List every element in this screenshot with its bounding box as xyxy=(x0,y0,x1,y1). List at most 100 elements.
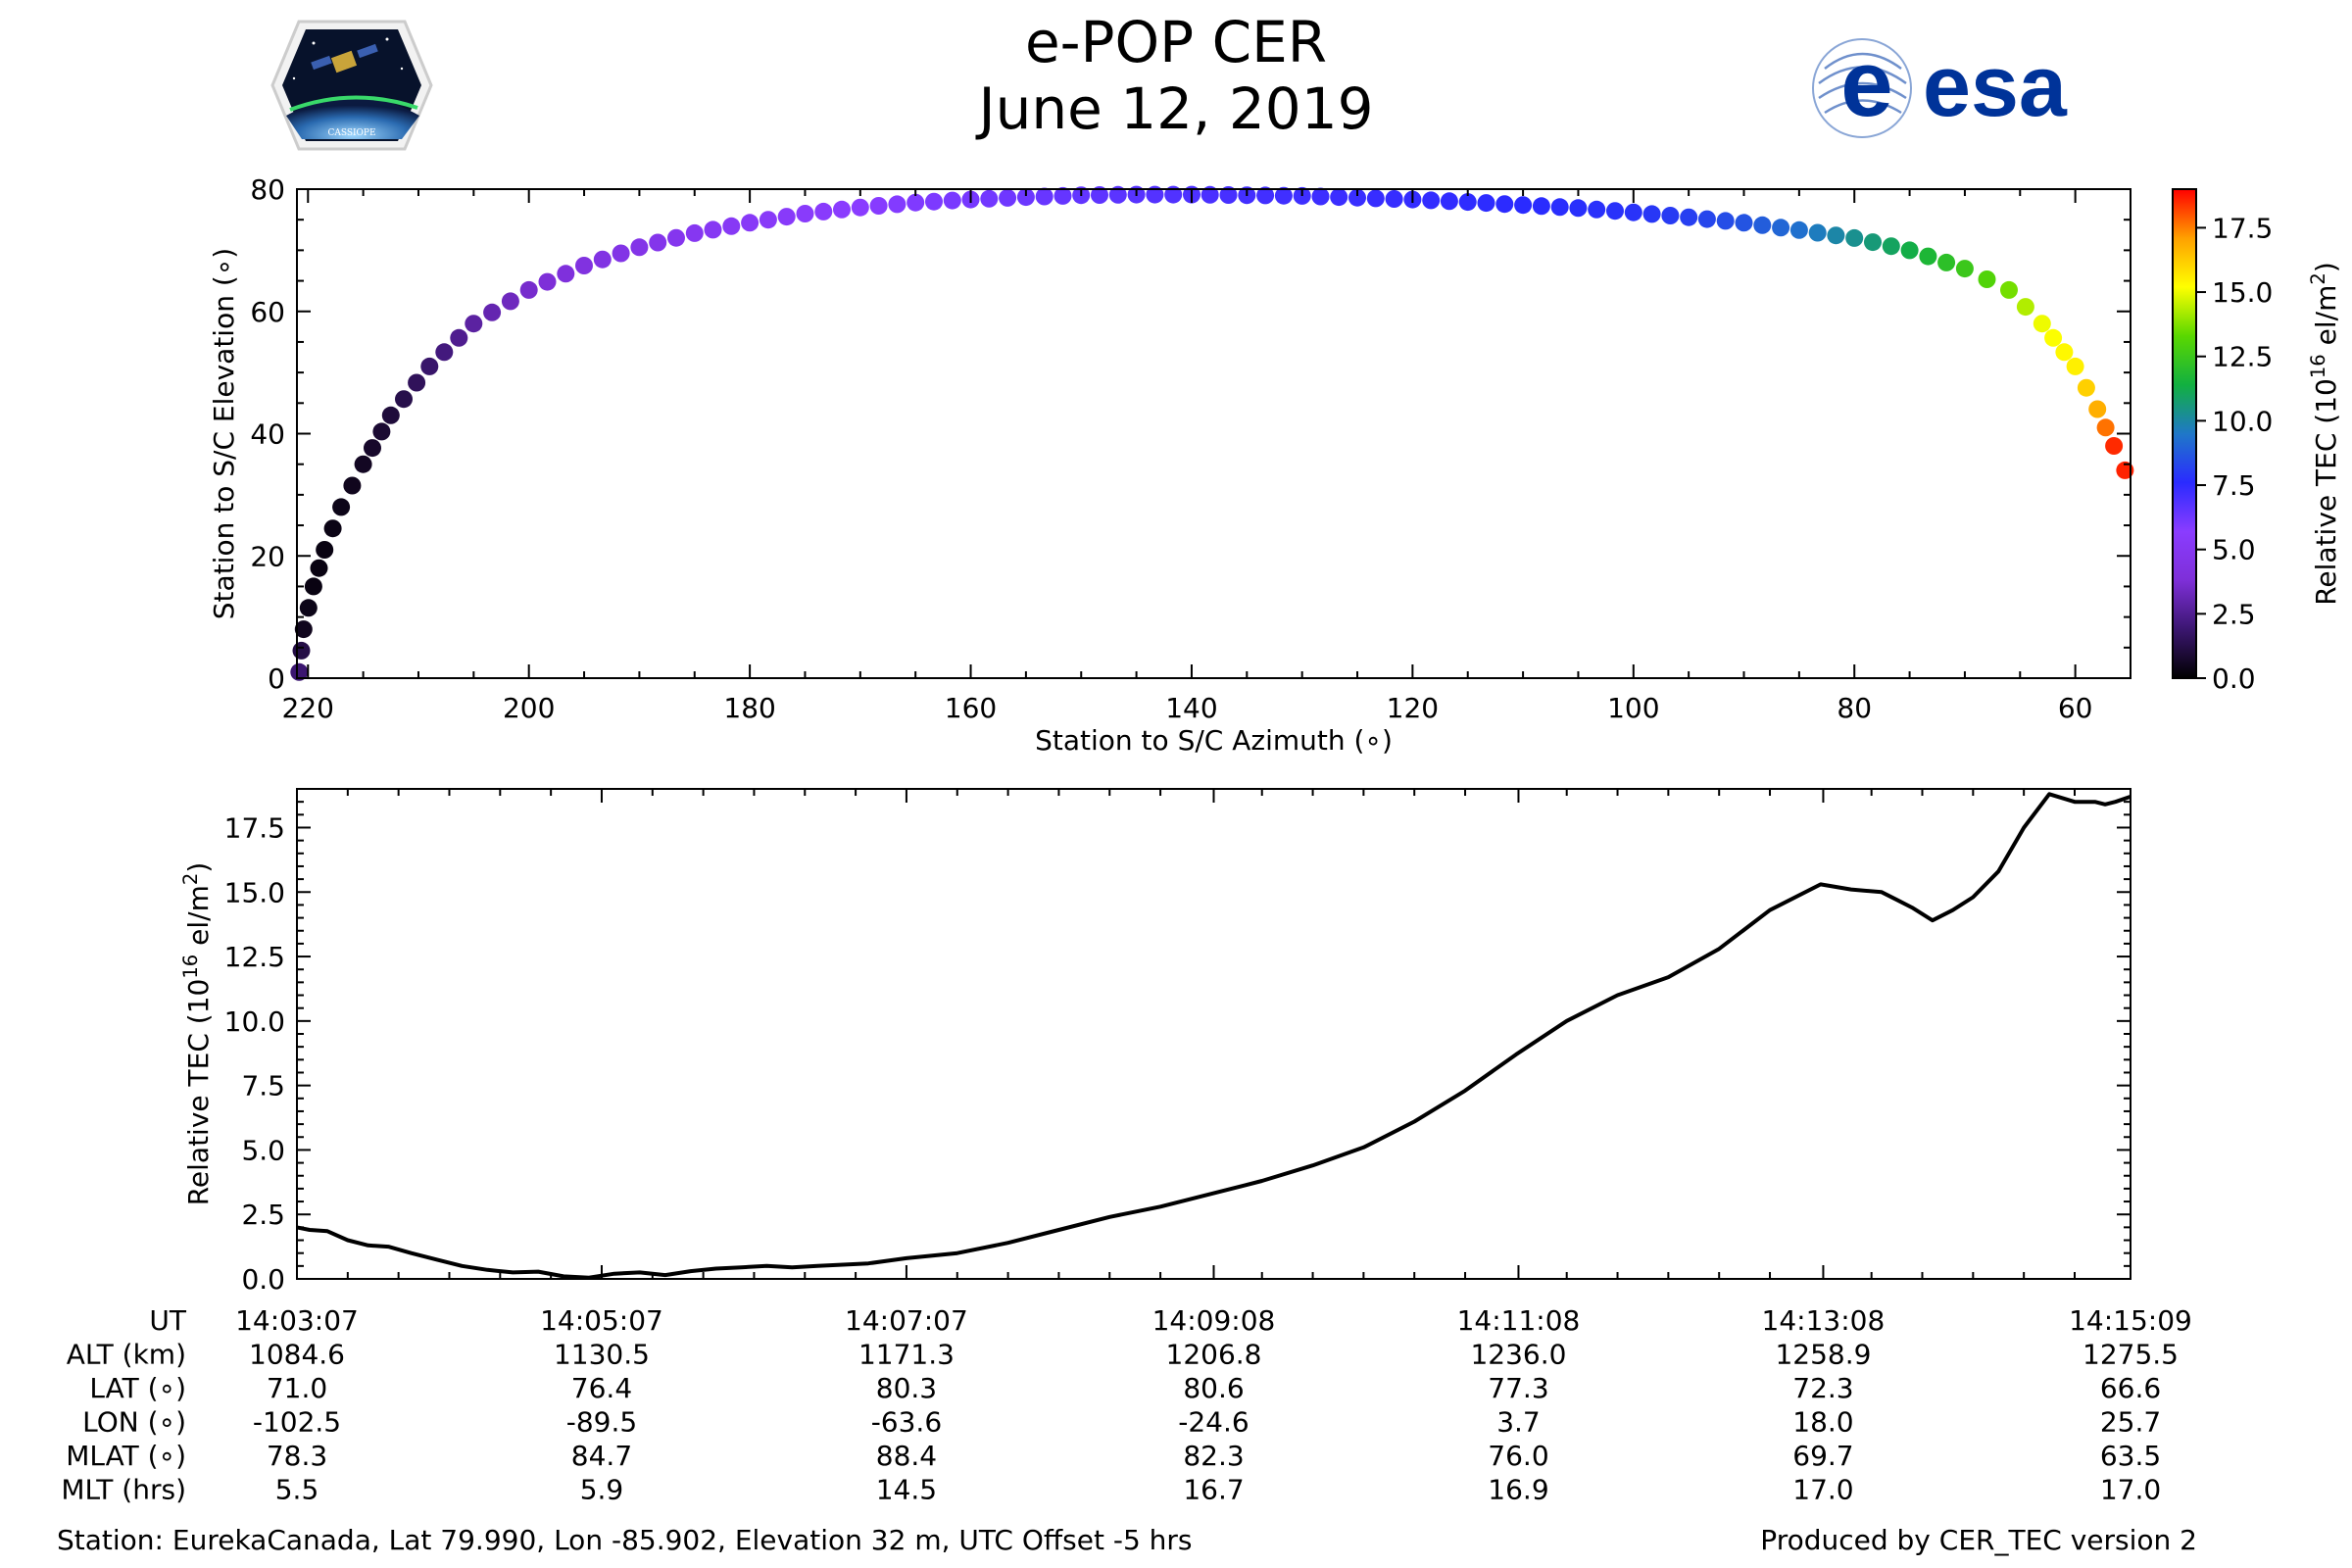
scatter-point xyxy=(575,257,593,274)
table-cell: 17.0 xyxy=(2100,1474,2161,1506)
scatter-point xyxy=(299,599,318,617)
cassiope-logo-text: CASSIOPE xyxy=(327,128,375,138)
scatter-point xyxy=(1035,187,1054,206)
scatter-point xyxy=(999,188,1017,207)
table-cell: 14:05:07 xyxy=(540,1304,663,1337)
scatter-point xyxy=(1311,187,1330,206)
scatter-point xyxy=(364,439,381,458)
scatter-point xyxy=(1753,216,1772,234)
table-cell: 1236.0 xyxy=(1470,1339,1566,1371)
scatter-point xyxy=(1440,192,1458,211)
chart-title: e-POP CER xyxy=(1024,9,1328,75)
table-cell: 1275.5 xyxy=(2082,1339,2179,1371)
y-axis-label: Relative TEC (1016 el/m2) xyxy=(179,862,216,1206)
scatter-point xyxy=(1091,186,1108,204)
table-cell: 5.9 xyxy=(580,1474,624,1506)
scatter-point xyxy=(1845,228,1864,247)
scatter-point xyxy=(316,541,334,559)
scatter-point xyxy=(1864,233,1882,252)
scatter-point xyxy=(1900,241,1919,260)
scatter-point xyxy=(685,223,704,242)
scatter-point xyxy=(777,208,796,226)
colorbar xyxy=(2172,188,2197,679)
scatter-point xyxy=(1274,186,1293,205)
scatter-point xyxy=(1808,223,1827,242)
y-tick-label: 2.5 xyxy=(241,1199,285,1231)
line-axes-frame xyxy=(296,788,2132,1280)
table-cell: 80.3 xyxy=(876,1372,937,1404)
scatter-point xyxy=(2077,378,2095,397)
scatter-point xyxy=(1532,197,1550,216)
y-axis-label: Station to S/C Elevation (∘) xyxy=(208,248,240,619)
table-cell: 76.0 xyxy=(1488,1440,1548,1472)
scatter-point xyxy=(1919,247,1937,266)
y-tick-label: 60 xyxy=(250,296,285,328)
y-tick-label: 80 xyxy=(250,173,285,206)
y-tick-label: 20 xyxy=(250,540,285,572)
table-cell: 1206.8 xyxy=(1166,1339,1262,1371)
scatter-point xyxy=(943,191,961,210)
table-cell: 5.5 xyxy=(275,1474,319,1506)
colorbar-tick-label: 7.5 xyxy=(2212,469,2256,502)
scatter-point xyxy=(332,498,351,516)
x-tick-label: 140 xyxy=(1165,692,1217,724)
table-row-label: UT xyxy=(149,1304,186,1337)
scatter-point xyxy=(1550,198,1569,217)
scatter-point xyxy=(304,577,322,596)
scatter-point xyxy=(1642,205,1661,223)
table-cell: 18.0 xyxy=(1792,1406,1853,1439)
table-row-label: LON (∘) xyxy=(82,1406,186,1439)
table-cell: 14:13:08 xyxy=(1762,1304,1886,1337)
scatter-point xyxy=(483,303,502,321)
station-info: Station: EurekaCanada, Lat 79.990, Lon -… xyxy=(57,1524,1193,1556)
scatter-point xyxy=(1827,226,1845,245)
scatter-point xyxy=(649,233,667,252)
y-tick-label: 15.0 xyxy=(224,876,285,908)
scatter-point xyxy=(1330,188,1348,207)
scatter-point xyxy=(1716,212,1735,230)
scatter-point xyxy=(851,198,869,217)
colorbar-tick-label: 10.0 xyxy=(2212,405,2273,437)
scatter-point xyxy=(1256,186,1275,205)
table-cell: 17.0 xyxy=(1792,1474,1853,1506)
x-tick-label: 180 xyxy=(723,692,775,724)
scatter-point xyxy=(1789,220,1808,239)
scatter-point xyxy=(1495,195,1514,214)
y-tick-label: 7.5 xyxy=(241,1070,285,1102)
scatter-point xyxy=(612,244,630,263)
table-cell: 82.3 xyxy=(1183,1440,1244,1472)
table-cell: 1130.5 xyxy=(554,1339,650,1371)
scatter-point xyxy=(2055,343,2074,362)
x-tick-label: 100 xyxy=(1607,692,1659,724)
produced-by: Produced by CER_TEC version 2 xyxy=(1760,1524,2197,1556)
scatter-point xyxy=(1937,253,1956,271)
table-cell: 25.7 xyxy=(2100,1406,2161,1439)
scatter-point xyxy=(1348,188,1366,207)
y-tick-label: 0.0 xyxy=(241,1263,285,1296)
scatter-point xyxy=(1385,190,1403,208)
y-tick-label: 12.5 xyxy=(224,941,285,973)
scatter-point xyxy=(420,357,439,375)
table-cell: 72.3 xyxy=(1792,1372,1853,1404)
scatter-point xyxy=(310,559,328,577)
x-axis-label: Station to S/C Azimuth (∘) xyxy=(1035,724,1393,757)
scatter-point xyxy=(381,406,400,424)
scatter-point xyxy=(814,202,833,220)
scatter-point xyxy=(1422,191,1441,210)
colorbar-tick-label: 17.5 xyxy=(2212,212,2273,244)
scatter-point xyxy=(667,228,685,247)
y-tick-label: 40 xyxy=(250,418,285,451)
scatter-point xyxy=(1477,194,1495,213)
cassiope-logo: CASSIOPE xyxy=(270,20,433,151)
scatter-point xyxy=(465,315,483,333)
scatter-point xyxy=(2000,280,2018,299)
table-cell: 14.5 xyxy=(876,1474,937,1506)
colorbar-tick-label: 2.5 xyxy=(2212,598,2256,630)
scatter-point xyxy=(1882,237,1900,256)
table-cell: 66.6 xyxy=(2100,1372,2161,1404)
tec-line xyxy=(296,792,2132,1280)
table-cell: 3.7 xyxy=(1496,1406,1541,1439)
table-cell: 16.7 xyxy=(1183,1474,1244,1506)
x-tick-label: 80 xyxy=(1837,692,1872,724)
